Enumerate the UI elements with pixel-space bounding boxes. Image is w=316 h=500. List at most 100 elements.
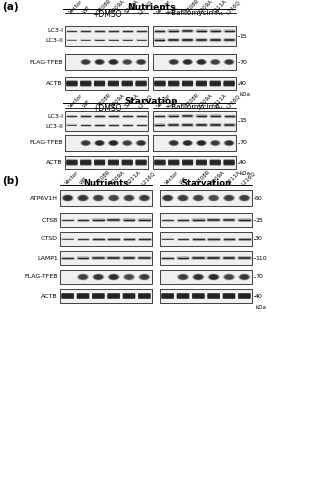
FancyBboxPatch shape	[92, 294, 105, 298]
Ellipse shape	[123, 60, 131, 64]
Ellipse shape	[224, 274, 234, 280]
FancyBboxPatch shape	[196, 82, 207, 86]
FancyBboxPatch shape	[66, 160, 77, 164]
Ellipse shape	[137, 60, 145, 64]
Ellipse shape	[80, 140, 91, 146]
Ellipse shape	[183, 140, 192, 145]
Ellipse shape	[212, 60, 219, 64]
Ellipse shape	[197, 140, 206, 145]
FancyBboxPatch shape	[80, 160, 91, 164]
Ellipse shape	[208, 194, 219, 202]
FancyBboxPatch shape	[177, 294, 189, 298]
FancyBboxPatch shape	[182, 82, 193, 86]
FancyBboxPatch shape	[196, 160, 207, 165]
Ellipse shape	[137, 60, 145, 64]
FancyBboxPatch shape	[177, 294, 189, 298]
FancyBboxPatch shape	[77, 294, 89, 298]
Text: S211A: S211A	[124, 93, 140, 109]
Ellipse shape	[210, 275, 217, 279]
Ellipse shape	[110, 141, 117, 145]
Ellipse shape	[195, 196, 202, 200]
Ellipse shape	[185, 60, 190, 64]
Ellipse shape	[110, 275, 117, 279]
Ellipse shape	[79, 196, 87, 200]
Ellipse shape	[126, 275, 132, 279]
FancyBboxPatch shape	[80, 81, 91, 86]
FancyBboxPatch shape	[123, 294, 135, 298]
Text: S209A: S209A	[110, 93, 126, 109]
Ellipse shape	[77, 274, 89, 280]
Ellipse shape	[82, 60, 90, 64]
Ellipse shape	[208, 274, 219, 280]
FancyBboxPatch shape	[168, 160, 179, 164]
FancyBboxPatch shape	[122, 160, 133, 166]
Ellipse shape	[193, 274, 204, 280]
Text: L216Q: L216Q	[137, 0, 154, 15]
Ellipse shape	[211, 140, 220, 145]
Ellipse shape	[62, 194, 73, 202]
Ellipse shape	[142, 196, 147, 200]
FancyBboxPatch shape	[122, 161, 133, 164]
Ellipse shape	[225, 140, 234, 145]
FancyBboxPatch shape	[168, 82, 179, 85]
Text: FLAG-TFEB: FLAG-TFEB	[29, 140, 63, 145]
FancyBboxPatch shape	[182, 82, 193, 86]
FancyBboxPatch shape	[192, 294, 204, 298]
Ellipse shape	[77, 274, 89, 280]
FancyBboxPatch shape	[108, 80, 119, 86]
Ellipse shape	[227, 142, 232, 144]
FancyBboxPatch shape	[94, 160, 105, 165]
Ellipse shape	[210, 274, 218, 280]
FancyBboxPatch shape	[223, 294, 235, 298]
FancyBboxPatch shape	[108, 82, 119, 85]
Bar	[153, 156, 236, 169]
Ellipse shape	[178, 195, 188, 201]
FancyBboxPatch shape	[196, 160, 207, 164]
FancyBboxPatch shape	[94, 160, 105, 165]
Ellipse shape	[197, 60, 206, 64]
Ellipse shape	[185, 142, 191, 144]
Ellipse shape	[96, 141, 103, 145]
Ellipse shape	[94, 195, 103, 201]
Ellipse shape	[125, 196, 133, 200]
Ellipse shape	[225, 60, 233, 64]
Ellipse shape	[198, 60, 204, 64]
FancyBboxPatch shape	[66, 160, 77, 165]
Ellipse shape	[194, 196, 203, 200]
Ellipse shape	[198, 60, 205, 64]
Ellipse shape	[212, 60, 218, 64]
FancyBboxPatch shape	[66, 81, 77, 86]
Text: +Bafilomycin A₁: +Bafilomycin A₁	[165, 10, 224, 16]
FancyBboxPatch shape	[192, 294, 204, 298]
Bar	[160, 213, 252, 227]
Ellipse shape	[182, 59, 193, 65]
Ellipse shape	[162, 194, 173, 202]
Ellipse shape	[137, 140, 145, 145]
FancyBboxPatch shape	[161, 294, 174, 298]
Ellipse shape	[240, 196, 248, 200]
Ellipse shape	[136, 59, 147, 65]
Ellipse shape	[109, 60, 118, 64]
FancyBboxPatch shape	[210, 81, 221, 86]
FancyBboxPatch shape	[161, 294, 174, 298]
Ellipse shape	[64, 196, 71, 200]
Ellipse shape	[94, 196, 102, 200]
Ellipse shape	[122, 59, 133, 65]
Ellipse shape	[109, 196, 118, 200]
Ellipse shape	[169, 140, 179, 145]
Ellipse shape	[108, 194, 119, 202]
FancyBboxPatch shape	[210, 82, 221, 86]
FancyBboxPatch shape	[77, 294, 89, 298]
Ellipse shape	[165, 196, 170, 200]
FancyBboxPatch shape	[62, 294, 74, 298]
Ellipse shape	[82, 141, 89, 145]
FancyBboxPatch shape	[208, 294, 220, 298]
FancyBboxPatch shape	[210, 160, 221, 165]
Ellipse shape	[94, 274, 103, 280]
Ellipse shape	[109, 195, 118, 201]
Ellipse shape	[123, 140, 131, 145]
Ellipse shape	[210, 196, 217, 200]
Ellipse shape	[138, 60, 144, 64]
Text: S209A: S209A	[198, 93, 214, 109]
Ellipse shape	[171, 60, 177, 64]
